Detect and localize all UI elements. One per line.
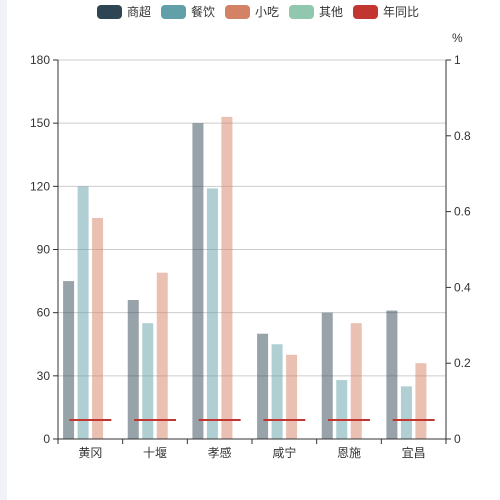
y-right-unit-label: %	[452, 31, 463, 45]
bar[interactable]	[400, 386, 412, 439]
y-left-tick-label: 60	[37, 306, 51, 320]
y-left-tick-label: 120	[30, 179, 50, 193]
x-tick-label: 十堰	[143, 446, 167, 460]
x-tick-label: 恩施	[337, 446, 361, 460]
bar[interactable]	[92, 217, 104, 439]
axes: 0 30 60 90 120 150 180 0 0.2 0.4 0.6 0.8 1% 黄冈 十堰 孝感 咸宁 恩…	[30, 31, 471, 460]
x-tick-label: 孝感	[208, 445, 232, 460]
x-tick-label: 黄冈	[78, 446, 102, 460]
legend-label: 餐饮	[191, 4, 215, 19]
bar[interactable]	[127, 300, 139, 439]
y-right-tick-label: 0.8	[454, 129, 471, 143]
bar[interactable]	[271, 344, 283, 439]
y-right-tick-label: 0.4	[454, 280, 471, 294]
bar[interactable]	[257, 333, 269, 439]
legend-item[interactable]: 小吃	[225, 5, 279, 19]
legend-swatch	[289, 5, 314, 19]
bar[interactable]	[386, 310, 398, 439]
x-tick-label: 咸宁	[272, 445, 296, 460]
legend-swatch	[161, 5, 186, 19]
y-right-tick-label: 0	[454, 432, 461, 446]
bar[interactable]	[321, 312, 333, 439]
bar[interactable]	[156, 272, 168, 439]
legend-label: 其他	[319, 5, 343, 19]
bar[interactable]	[286, 354, 298, 439]
legend-swatch	[97, 5, 122, 19]
y-right-tick-label: 1	[454, 53, 461, 67]
legend-label: 年同比	[383, 5, 419, 19]
y-left-tick-label: 90	[37, 243, 51, 257]
legend-label: 小吃	[255, 5, 279, 19]
chart-legend[interactable]: 商超 餐饮 小吃 其他 年同比	[97, 4, 419, 19]
legend-label: 商超	[127, 4, 151, 19]
bar-series	[63, 116, 427, 440]
legend-item[interactable]: 其他	[289, 5, 343, 19]
legend-swatch	[353, 5, 378, 19]
y-right-tick-label: 0.2	[454, 356, 471, 370]
legend-swatch	[225, 5, 250, 19]
bar[interactable]	[350, 323, 362, 439]
bar[interactable]	[221, 116, 233, 439]
x-tick-label: 宜昌	[402, 445, 426, 460]
bar[interactable]	[77, 186, 89, 439]
left-edge-strip	[0, 0, 7, 500]
bar[interactable]	[192, 123, 204, 440]
y-left-tick-label: 180	[30, 53, 50, 67]
y-left-tick-label: 150	[30, 116, 50, 130]
bar[interactable]	[415, 363, 427, 439]
legend-item[interactable]: 商超	[97, 4, 151, 19]
y-left-tick-label: 30	[37, 369, 51, 383]
legend-item[interactable]: 年同比	[353, 5, 419, 19]
bar[interactable]	[206, 188, 218, 439]
y-left-tick-label: 0	[43, 432, 50, 446]
legend-item[interactable]: 餐饮	[161, 4, 215, 19]
y-right-tick-label: 0.6	[454, 205, 471, 219]
bar[interactable]	[63, 281, 75, 439]
bar[interactable]	[142, 323, 154, 439]
gridlines	[58, 59, 446, 377]
bar[interactable]	[336, 380, 348, 439]
